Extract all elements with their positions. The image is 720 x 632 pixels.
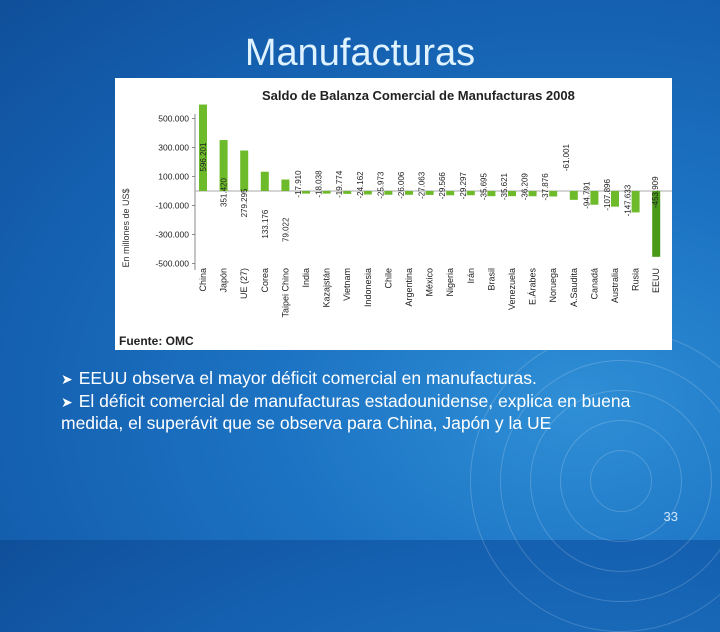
bullet-item: ➤ El déficit comercial de manufacturas es… bbox=[61, 391, 681, 435]
data-label: -18.038 bbox=[315, 170, 324, 198]
bar-e-rabes bbox=[528, 191, 537, 197]
bar-jap-n bbox=[219, 140, 228, 191]
bar-ir-n bbox=[466, 191, 475, 196]
bar-nigeria bbox=[446, 191, 455, 196]
x-tick-label: Taipei Chino bbox=[280, 268, 290, 318]
data-label: 596.201 bbox=[199, 142, 208, 171]
bar-india bbox=[302, 191, 310, 194]
data-label: -37.876 bbox=[541, 173, 550, 201]
y-tick-label: -300.000 bbox=[155, 230, 189, 240]
arrow-bullet-icon: ➤ bbox=[61, 393, 73, 410]
x-tick-label: Corea bbox=[260, 268, 270, 293]
x-tick-label: Argentina bbox=[404, 268, 414, 307]
bar-venezuela bbox=[508, 191, 516, 197]
y-tick-label: -500.000 bbox=[155, 259, 189, 269]
x-tick-label: India bbox=[301, 268, 311, 288]
data-label: -19.774 bbox=[335, 170, 344, 198]
data-label: 79.022 bbox=[281, 217, 290, 242]
x-tick-label: UE (27) bbox=[239, 268, 249, 299]
bar-m-xico bbox=[425, 191, 434, 195]
bar-corea bbox=[260, 171, 269, 191]
x-tick-label: China bbox=[198, 268, 208, 292]
x-tick-label: Irán bbox=[466, 268, 476, 284]
x-tick-label: Rusia bbox=[631, 268, 641, 291]
bar-brasil bbox=[487, 191, 496, 197]
x-tick-label: Japón bbox=[219, 268, 229, 293]
data-label: -107.896 bbox=[603, 179, 612, 211]
bar-eeuu bbox=[652, 191, 661, 257]
chart-panel: Saldo de Balanza Comercial de Manufactur… bbox=[115, 78, 672, 350]
source-label: Fuente: OMC bbox=[119, 334, 194, 348]
data-label: -24.162 bbox=[356, 171, 365, 199]
bullet-list: ➤ EEUU observa el mayor déficit comercial… bbox=[61, 368, 681, 435]
bullet-text: EEUU observa el mayor déficit comercial … bbox=[78, 368, 537, 388]
x-tick-label: Kazajstán bbox=[322, 268, 332, 308]
x-tick-label: Indonesia bbox=[363, 268, 373, 307]
data-label: -61.001 bbox=[562, 143, 571, 171]
page-number: 33 bbox=[663, 509, 678, 524]
x-tick-label: Chile bbox=[383, 268, 393, 289]
y-axis-label: En millones de US$ bbox=[121, 188, 131, 267]
arrow-bullet-icon: ➤ bbox=[61, 371, 73, 387]
chart-title: Saldo de Balanza Comercial de Manufactur… bbox=[262, 88, 575, 103]
bullet-item: ➤ EEUU observa el mayor déficit comercial… bbox=[61, 368, 681, 391]
data-label: -35.621 bbox=[500, 172, 509, 200]
data-label: -147.633 bbox=[624, 184, 633, 216]
y-tick-label: -100.000 bbox=[155, 201, 189, 211]
x-tick-label: Nigeria bbox=[445, 268, 455, 297]
bar-kazajst-n bbox=[322, 191, 331, 194]
data-label: -17.910 bbox=[294, 170, 303, 198]
x-tick-label: Venezuela bbox=[507, 268, 517, 310]
bar-chile bbox=[384, 191, 393, 195]
bar-argentina bbox=[405, 191, 413, 195]
data-label: -26.006 bbox=[397, 171, 406, 199]
bullet-text: El déficit comercial de manufacturas est… bbox=[61, 390, 631, 434]
x-tick-label: EEUU bbox=[651, 268, 661, 293]
data-label: 133.176 bbox=[261, 209, 270, 238]
bar-a-saudita bbox=[569, 191, 578, 200]
x-tick-label: E.Árabes bbox=[528, 268, 538, 306]
data-label: -27.063 bbox=[418, 171, 427, 199]
data-label: -29.566 bbox=[438, 172, 447, 200]
data-label: -94.791 bbox=[582, 181, 591, 209]
x-tick-label: Brasil bbox=[486, 268, 496, 291]
x-tick-label: A.Saudita bbox=[569, 268, 579, 307]
data-label: -453.909 bbox=[651, 176, 660, 208]
x-tick-label: Noruega bbox=[548, 268, 558, 303]
bar-rusia bbox=[631, 191, 640, 213]
data-label: -29.297 bbox=[459, 172, 468, 200]
y-tick-label: 100.000 bbox=[158, 172, 189, 182]
x-tick-label: Canadá bbox=[589, 268, 599, 300]
data-label: 351.420 bbox=[220, 177, 229, 206]
data-label: -25.973 bbox=[376, 171, 385, 199]
bar-china bbox=[199, 104, 207, 191]
bar-canad- bbox=[590, 191, 599, 205]
bar-noruega bbox=[549, 191, 558, 197]
y-tick-label: 300.000 bbox=[158, 143, 189, 153]
bar-indonesia bbox=[363, 191, 372, 195]
data-label: -36.209 bbox=[521, 173, 530, 201]
bar-chart: Saldo de Balanza Comercial de Manufactur… bbox=[121, 88, 672, 318]
bar-ue-27- bbox=[240, 150, 249, 191]
y-tick-label: 500.000 bbox=[158, 114, 189, 124]
x-tick-label: México bbox=[425, 268, 435, 297]
data-label: -35.695 bbox=[479, 172, 488, 200]
bar-vietnam bbox=[343, 191, 352, 194]
slide-title: Manufacturas bbox=[244, 32, 476, 74]
data-label: 279.295 bbox=[240, 188, 249, 217]
x-tick-label: Vietnam bbox=[342, 268, 352, 301]
x-tick-label: Australia bbox=[610, 268, 620, 303]
bar-australia bbox=[611, 191, 619, 207]
bar-taipei-chino bbox=[281, 179, 290, 191]
